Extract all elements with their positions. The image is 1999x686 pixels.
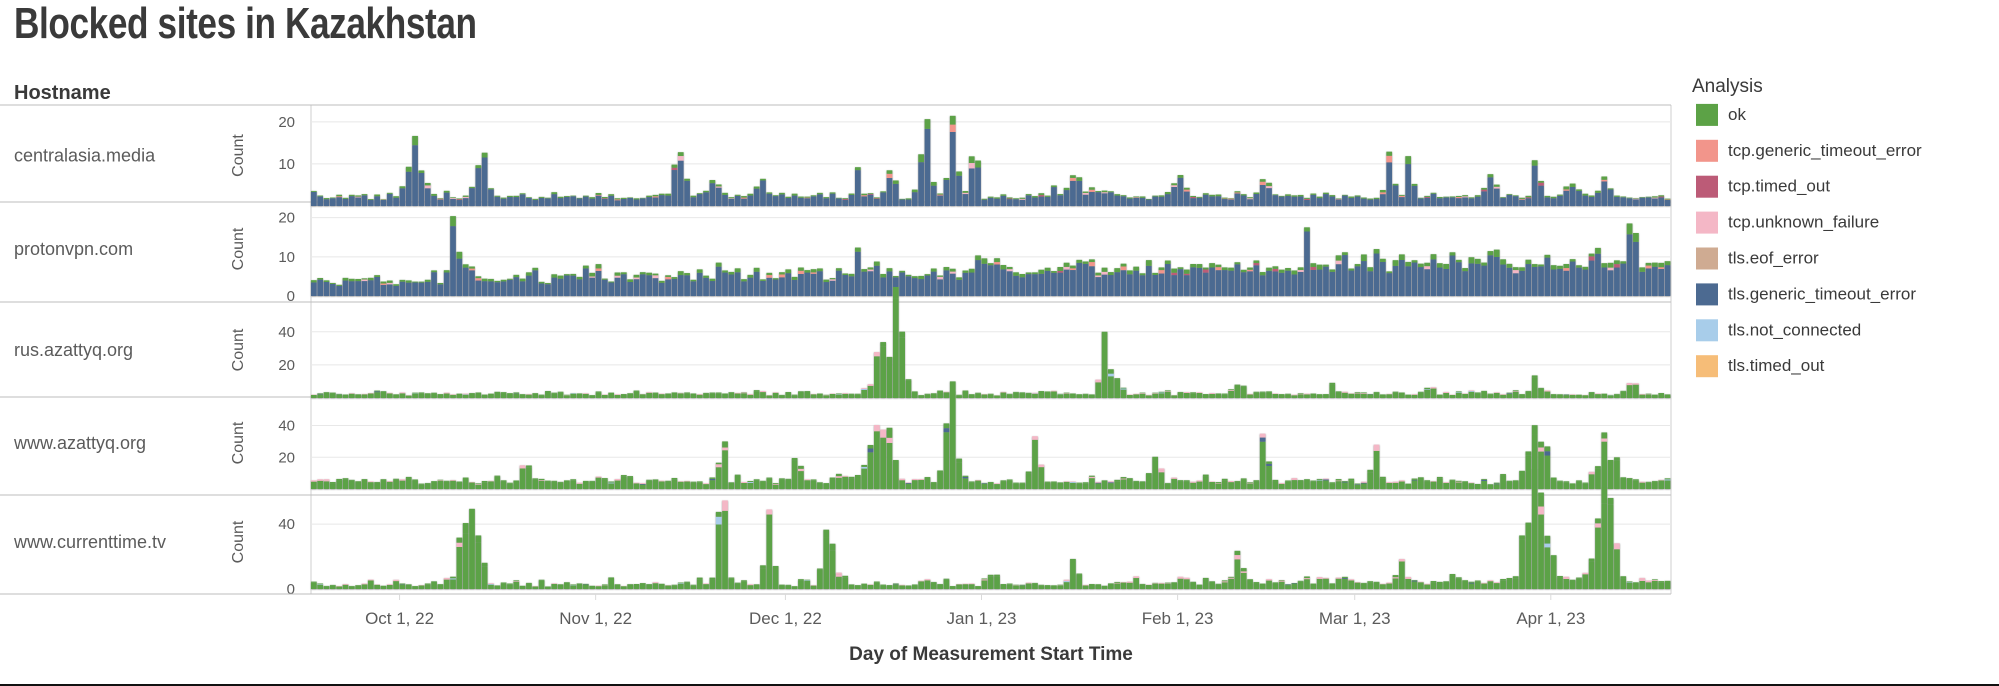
svg-text:40: 40 (278, 324, 295, 341)
svg-text:40: 40 (278, 418, 295, 435)
svg-text:Analysis: Analysis (1692, 76, 1763, 97)
svg-text:20: 20 (278, 210, 295, 227)
svg-text:www.azattyq.org: www.azattyq.org (13, 433, 146, 453)
svg-text:tls.generic_timeout_error: tls.generic_timeout_error (1728, 284, 1916, 303)
svg-text:Day of Measurement Start Time: Day of Measurement Start Time (849, 644, 1133, 665)
svg-text:40: 40 (278, 516, 295, 533)
svg-text:Feb 1, 23: Feb 1, 23 (1142, 609, 1214, 628)
svg-text:20: 20 (278, 449, 295, 466)
svg-text:Apr 1, 23: Apr 1, 23 (1516, 609, 1585, 628)
svg-text:ok: ok (1728, 105, 1746, 124)
svg-text:Nov 1, 22: Nov 1, 22 (559, 609, 632, 628)
svg-text:tls.not_connected: tls.not_connected (1728, 320, 1861, 339)
svg-text:tcp.timed_out: tcp.timed_out (1728, 177, 1830, 196)
svg-text:tls.timed_out: tls.timed_out (1728, 356, 1825, 375)
svg-text:0: 0 (287, 581, 295, 598)
svg-text:Count: Count (230, 227, 247, 270)
svg-text:www.currenttime.tv: www.currenttime.tv (13, 532, 166, 552)
svg-text:Jan 1, 23: Jan 1, 23 (947, 609, 1017, 628)
svg-text:Dec 1, 22: Dec 1, 22 (749, 609, 822, 628)
svg-text:Oct 1, 22: Oct 1, 22 (365, 609, 434, 628)
svg-text:10: 10 (278, 156, 295, 173)
svg-text:Hostname: Hostname (14, 82, 111, 104)
svg-text:20: 20 (278, 357, 295, 374)
svg-text:centralasia.media: centralasia.media (14, 146, 156, 166)
svg-text:10: 10 (278, 249, 295, 266)
svg-text:Count: Count (230, 328, 247, 371)
svg-text:protonvpn.com: protonvpn.com (14, 239, 133, 259)
svg-text:Mar 1, 23: Mar 1, 23 (1319, 609, 1391, 628)
svg-text:Count: Count (230, 520, 247, 563)
svg-text:Count: Count (230, 134, 247, 177)
svg-text:tcp.generic_timeout_error: tcp.generic_timeout_error (1728, 141, 1922, 160)
svg-text:20: 20 (278, 114, 295, 131)
svg-text:Count: Count (230, 421, 247, 464)
svg-text:tls.eof_error: tls.eof_error (1728, 249, 1819, 268)
svg-text:rus.azattyq.org: rus.azattyq.org (14, 340, 133, 360)
svg-text:tcp.unknown_failure: tcp.unknown_failure (1728, 213, 1879, 232)
